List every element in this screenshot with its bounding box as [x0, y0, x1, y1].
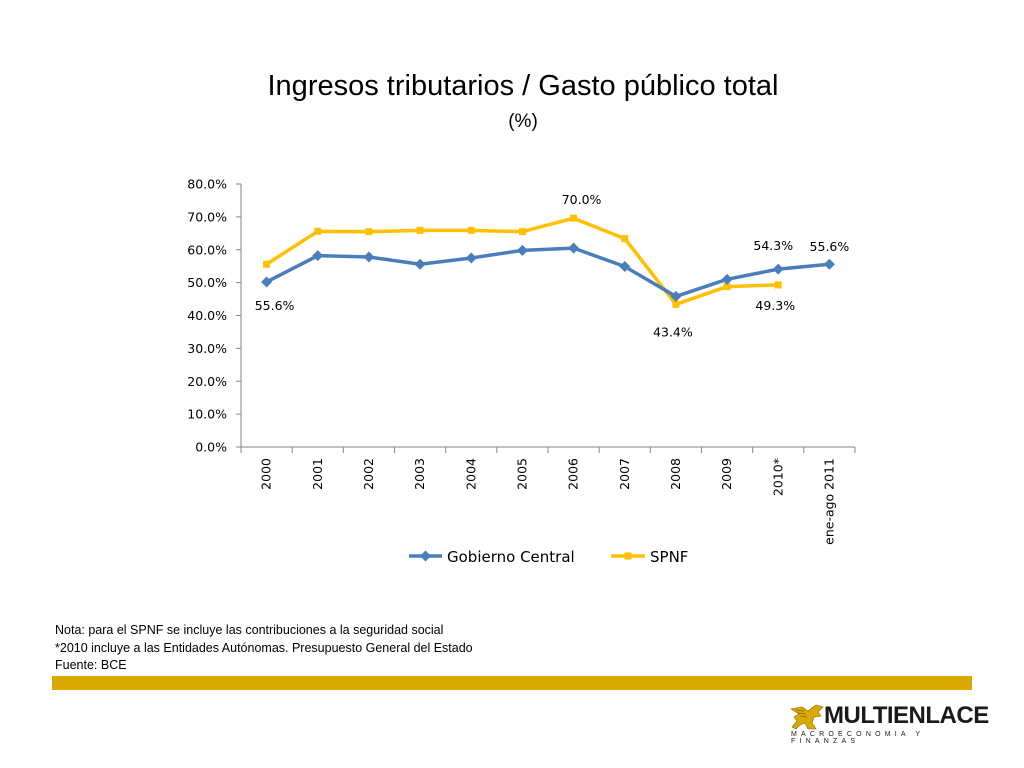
legend-marker-spnf [624, 552, 632, 560]
data-point-gobierno-central [568, 242, 580, 254]
data-label: 43.4% [653, 324, 693, 339]
data-point-spnf [672, 300, 680, 308]
y-tick-label: 20.0% [187, 374, 227, 389]
note-spnf: Nota: para el SPNF se incluye las contri… [55, 623, 444, 637]
data-label: 49.3% [755, 298, 795, 313]
data-point-spnf [774, 281, 782, 289]
y-tick-label: 10.0% [187, 407, 227, 422]
data-label: 54.3% [753, 238, 793, 253]
legend-label-gobierno-central: Gobierno Central [447, 548, 575, 566]
chart-subtitle: (%) [508, 111, 538, 132]
x-tick-label: 2001 [310, 458, 325, 490]
x-tick-label: 2000 [259, 458, 274, 490]
legend-marker-gobierno-central [420, 550, 431, 562]
data-point-spnf [467, 226, 475, 234]
data-point-gobierno-central [414, 258, 426, 270]
y-tick-label: 0.0% [195, 440, 227, 455]
y-tick-label: 40.0% [187, 308, 227, 323]
note-2010: *2010 incluye a las Entidades Autónomas.… [55, 640, 473, 655]
multienlace-logo: MULTIENLACE MACROECONOMIA Y FINANZAS [788, 700, 989, 745]
x-tick-label: 2004 [463, 458, 478, 490]
data-point-spnf [621, 235, 629, 243]
data-point-gobierno-central [465, 252, 477, 264]
data-point-spnf [365, 228, 373, 236]
logo-tagline: MACROECONOMIA Y FINANZAS [791, 731, 925, 745]
legend-label-spnf: SPNF [650, 548, 688, 566]
data-point-gobierno-central [619, 261, 631, 273]
x-tick-label: 2003 [412, 458, 427, 490]
data-point-spnf [570, 214, 578, 222]
x-tick-label: ene-ago 2011 [821, 458, 836, 545]
x-tick-label: 2006 [566, 458, 581, 490]
data-point-spnf [723, 283, 731, 291]
data-point-gobierno-central [516, 244, 528, 256]
line-chart: 0.0% 10.0% 20.0% 30.0% 40.0% 50.0% 60.0% 70.0% 8… [187, 177, 856, 566]
x-tick-label: 2009 [719, 458, 734, 490]
footnotes: Nota: para el SPNF se incluye las contri… [55, 622, 473, 675]
data-point-gobierno-central [772, 263, 784, 275]
chart-title: Ingresos tributarios / Gasto público tot… [267, 70, 779, 102]
data-point-gobierno-central [261, 276, 273, 288]
x-tick-label: 2007 [617, 458, 632, 490]
data-point-gobierno-central [721, 273, 733, 285]
y-tick-label: 50.0% [187, 275, 227, 290]
gold-divider-bar [52, 676, 972, 690]
y-tick-label: 70.0% [187, 209, 227, 224]
data-point-gobierno-central [823, 258, 835, 270]
series-line-gobierno-central [265, 246, 830, 299]
y-tick-label: 80.0% [187, 177, 227, 192]
data-label: 55.6% [255, 298, 295, 313]
data-point-spnf [416, 226, 424, 234]
y-tick-label: 60.0% [187, 242, 227, 257]
logo-wordmark: MULTIENLACE [824, 702, 989, 729]
note-source: Fuente: BCE [55, 658, 127, 672]
y-tick-label: 30.0% [187, 341, 227, 356]
data-point-gobierno-central [312, 250, 324, 262]
x-tick-label: 2010* [770, 458, 785, 496]
x-tick-label: 2008 [668, 458, 683, 490]
data-label: 55.6% [810, 239, 850, 254]
x-tick-label: 2005 [514, 458, 529, 490]
data-point-spnf [314, 227, 322, 235]
data-point-spnf [263, 260, 271, 268]
data-point-spnf [518, 228, 526, 236]
x-tick-label: 2002 [361, 458, 376, 490]
winged-lion-icon [790, 704, 824, 730]
data-label: 70.0% [562, 192, 602, 207]
data-point-gobierno-central [363, 251, 375, 263]
data-point-gobierno-central [670, 290, 682, 302]
